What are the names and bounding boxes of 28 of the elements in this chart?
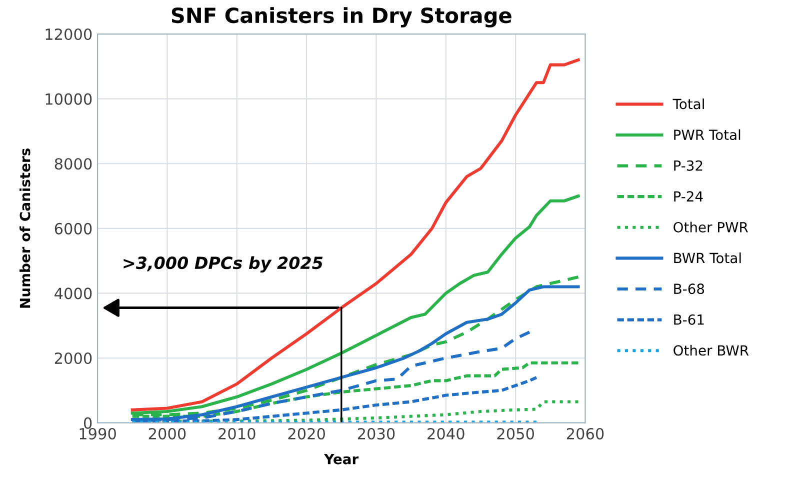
legend-label: P-32 [674,160,702,171]
x-tick-label: 2020 [288,428,325,440]
y-tick-label: 2000 [54,352,92,364]
x-tick-label: 1990 [80,428,116,440]
annotation: >3,000 DPCs by 2025 [124,256,323,273]
legend-label: B-68 [674,284,704,294]
y-axis-title: Number of Canisters [20,148,30,308]
y-tick-label: 6000 [54,222,92,234]
legend-label: B-61 [674,314,704,325]
y-tick-label: 4000 [54,288,92,300]
legend-label: Other BWR [674,344,749,356]
legend-label: BWR Total [674,252,741,264]
x-axis-title: Year [324,454,359,464]
x-tick-label: 2000 [148,428,186,440]
x-tick-label: 2060 [566,428,604,440]
legend-label: P-24 [674,191,703,202]
x-tick-label: 2030 [358,428,395,440]
y-tick-label: 0 [84,417,92,429]
chart-title: SNF Canisters in Dry Storage [172,7,512,28]
legend-label: Other PWR [674,222,748,232]
legend-label: PWR Total [674,129,740,140]
legend-label: Total [672,98,704,110]
y-tick-label: 10000 [46,93,92,105]
x-tick-label: 2050 [497,428,534,440]
x-tick-label: 2010 [218,428,256,440]
y-tick-label: 12000 [46,28,92,40]
x-tick-label: 2040 [428,428,464,440]
y-tick-label: 8000 [54,158,92,170]
